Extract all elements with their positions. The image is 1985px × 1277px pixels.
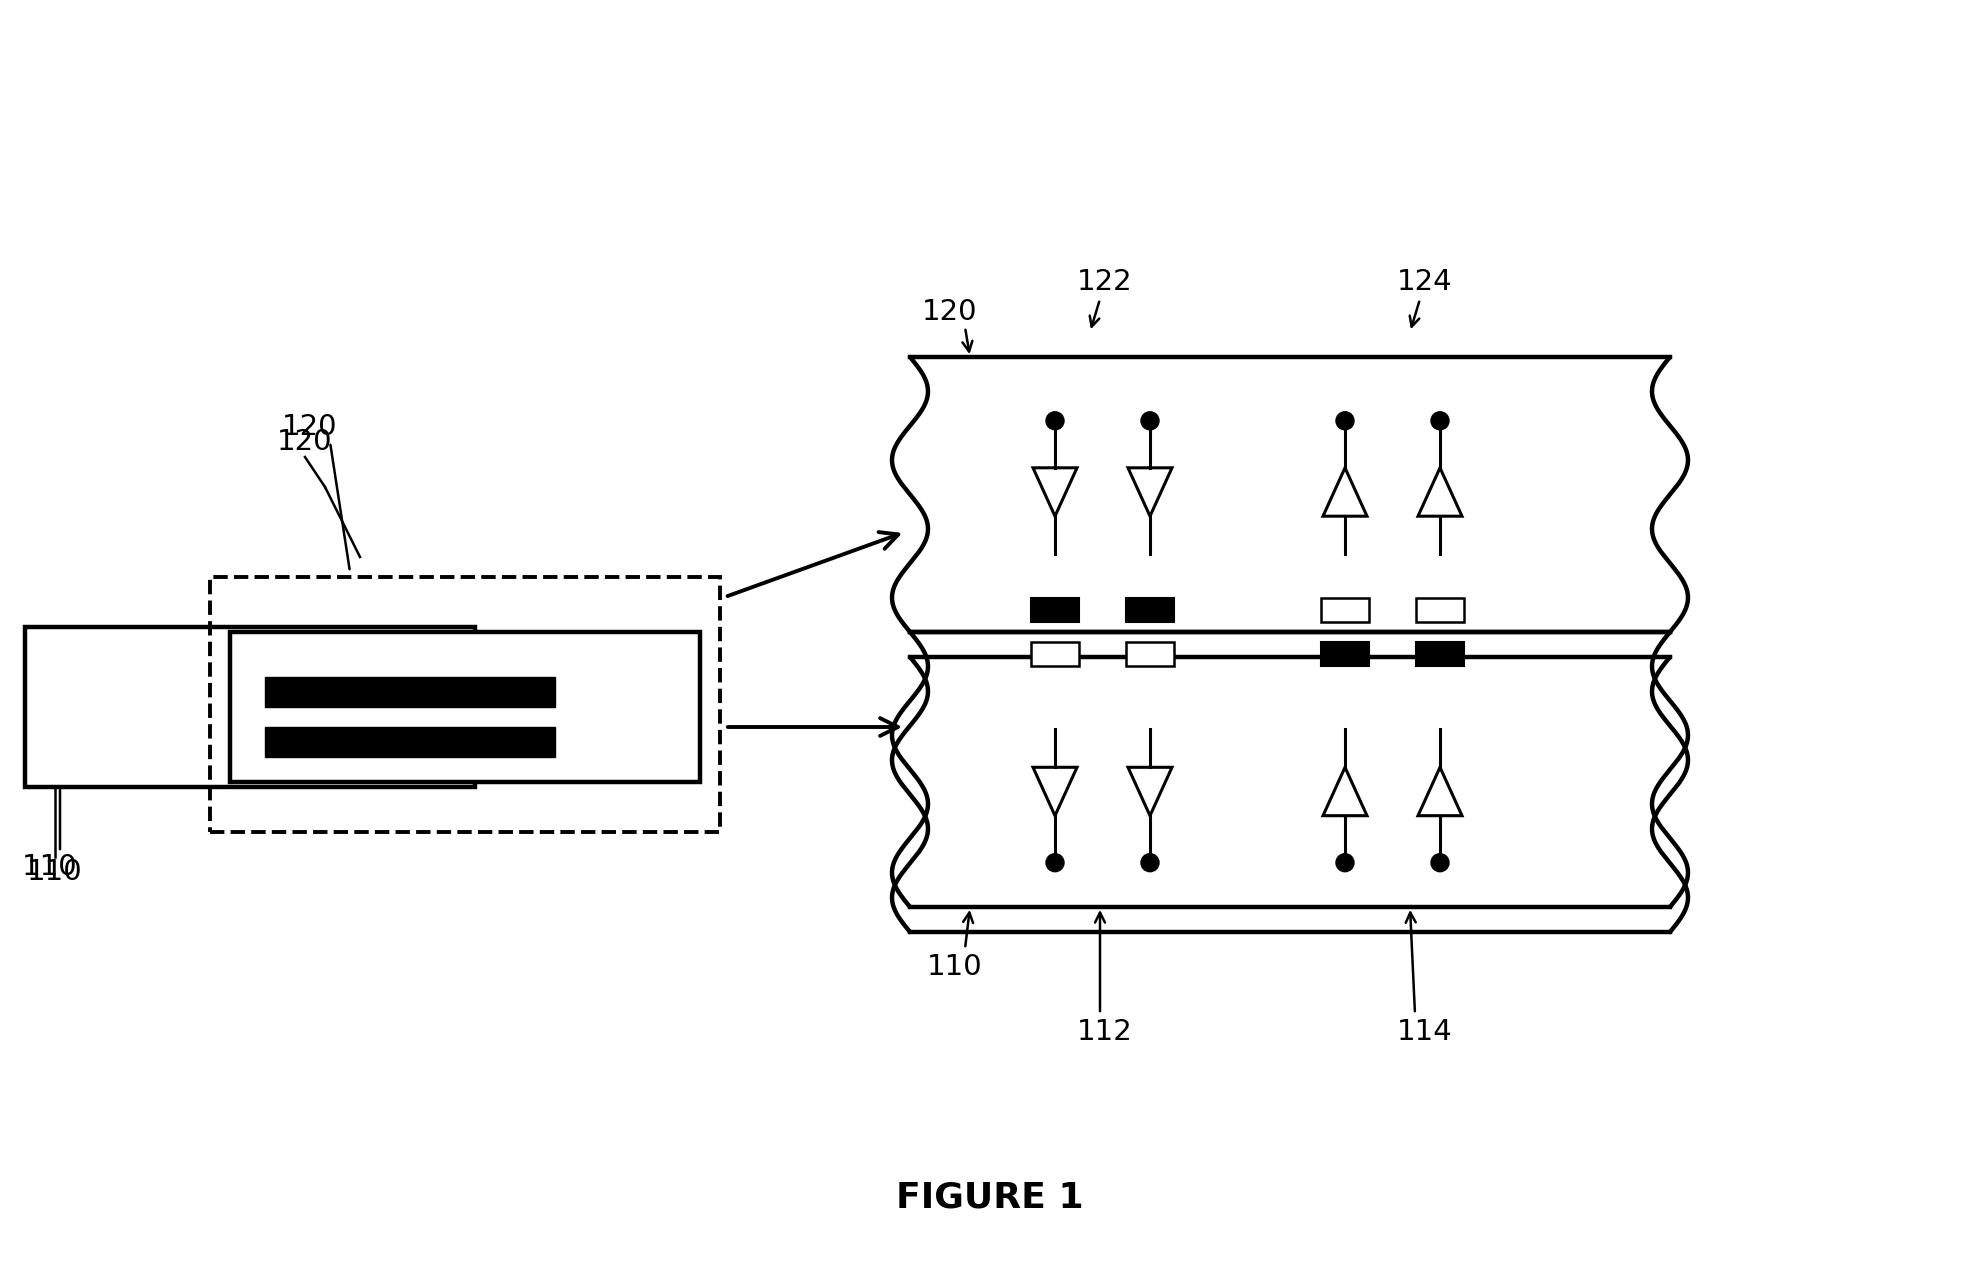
- Bar: [1030, 598, 1080, 622]
- Circle shape: [1141, 854, 1159, 872]
- Bar: [230, 632, 701, 782]
- Bar: [1320, 642, 1370, 667]
- Circle shape: [1046, 854, 1064, 872]
- Text: FIGURE 1: FIGURE 1: [895, 1180, 1084, 1214]
- Circle shape: [1336, 854, 1354, 872]
- Text: 110: 110: [927, 953, 983, 981]
- Circle shape: [1431, 411, 1449, 430]
- Bar: [26, 627, 474, 787]
- Bar: [1030, 642, 1080, 667]
- Circle shape: [1046, 411, 1064, 430]
- Text: 120: 120: [923, 298, 979, 326]
- Bar: [210, 577, 721, 833]
- Text: 110: 110: [22, 853, 77, 881]
- Text: 120: 120: [278, 428, 333, 456]
- Bar: [1415, 642, 1465, 667]
- Circle shape: [1336, 411, 1354, 430]
- Text: 120: 120: [282, 412, 337, 441]
- Text: 112: 112: [1078, 1018, 1133, 1046]
- Bar: [1415, 598, 1465, 622]
- Bar: [1125, 598, 1173, 622]
- Bar: [266, 677, 556, 707]
- Bar: [1125, 642, 1173, 667]
- Bar: [266, 727, 556, 757]
- Text: 122: 122: [1078, 268, 1133, 296]
- Circle shape: [1431, 854, 1449, 872]
- Bar: [1320, 598, 1370, 622]
- Text: 114: 114: [1397, 1018, 1453, 1046]
- Text: 110: 110: [28, 858, 83, 886]
- Circle shape: [1141, 411, 1159, 430]
- Text: 124: 124: [1397, 268, 1453, 296]
